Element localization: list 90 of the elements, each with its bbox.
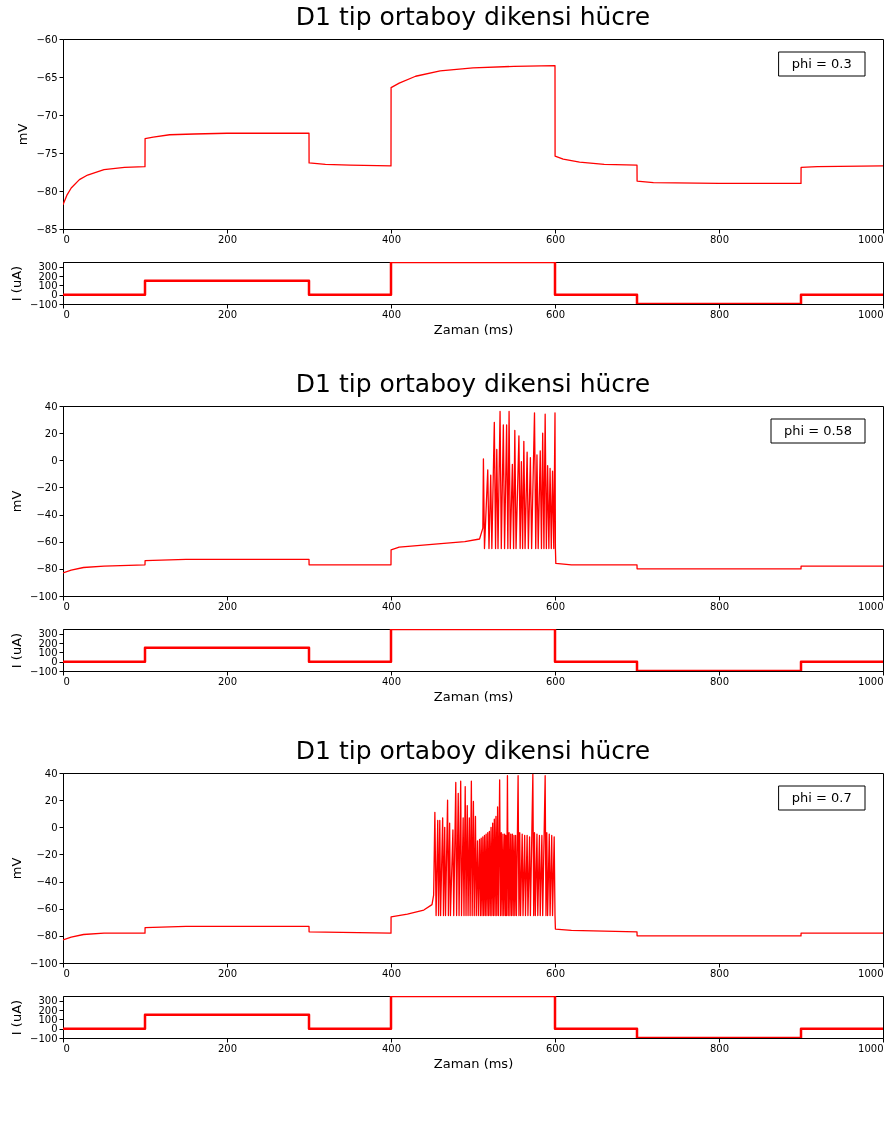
y-tick-label: −85: [36, 223, 58, 235]
x-tick-label: 0: [63, 967, 70, 979]
x-tick-label: 200: [217, 308, 238, 320]
annotation: phi = 0.7: [791, 790, 852, 805]
annotation: phi = 0.58: [783, 423, 853, 438]
x-tick-label: 1000: [858, 967, 884, 979]
y-tick-label: −65: [36, 71, 58, 83]
y-tick-label: 0: [51, 656, 58, 668]
y-tick-label: 20: [44, 794, 58, 806]
y-tick-label: 0: [51, 289, 58, 301]
chart-title: D1 tip ortaboy dikensi hücre: [295, 736, 651, 765]
y-tick-label: 0: [51, 1023, 58, 1035]
y-tick-label: 100: [38, 1013, 58, 1025]
line-series: [63, 773, 883, 941]
y-tick-label: −20: [36, 481, 58, 493]
y-tick-label: −40: [36, 509, 58, 521]
x-tick-label: 200: [217, 675, 238, 687]
y-tick-label: −80: [36, 185, 58, 197]
y-tick-label: −100: [30, 665, 58, 677]
x-axis-title: Zaman (ms): [433, 321, 514, 337]
x-tick-label: 0: [63, 308, 70, 320]
y-axis-title: I (uA): [9, 632, 25, 669]
x-tick-label: 600: [545, 675, 566, 687]
y-tick-label: −100: [30, 1032, 58, 1044]
y-tick-label: 0: [51, 821, 58, 833]
x-tick-label: 600: [545, 308, 566, 320]
x-tick-label: 600: [545, 233, 566, 245]
x-tick-label: 1000: [858, 1042, 884, 1054]
y-tick-label: 300: [38, 261, 58, 273]
y-axis-title: mV: [9, 857, 25, 880]
y-tick-label: 300: [38, 995, 58, 1007]
x-tick-label: 800: [709, 1042, 730, 1054]
y-tick-label: −80: [36, 563, 58, 575]
y-axis-title: mV: [9, 490, 25, 513]
x-tick-label: 400: [381, 675, 402, 687]
y-tick-label: 40: [44, 400, 58, 412]
x-tick-label: 600: [545, 1042, 566, 1054]
y-tick-label: 20: [44, 427, 58, 439]
y-axis-title: I (uA): [9, 265, 25, 302]
x-tick-label: 1000: [858, 675, 884, 687]
chart-title: D1 tip ortaboy dikensi hücre: [295, 2, 651, 31]
y-tick-label: −100: [30, 298, 58, 310]
y-tick-label: 0: [51, 454, 58, 466]
chart-title: D1 tip ortaboy dikensi hücre: [295, 369, 651, 398]
x-tick-label: 200: [217, 600, 238, 612]
x-tick-label: 800: [709, 967, 730, 979]
x-tick-label: 0: [63, 1042, 70, 1054]
y-tick-label: −20: [36, 848, 58, 860]
y-tick-label: 200: [38, 270, 58, 282]
x-tick-label: 200: [217, 233, 238, 245]
x-tick-label: 800: [709, 675, 730, 687]
line-series: [63, 410, 883, 574]
x-tick-label: 800: [709, 233, 730, 245]
x-tick-label: 200: [217, 1042, 238, 1054]
x-tick-label: 400: [381, 967, 402, 979]
x-tick-label: 600: [545, 600, 566, 612]
x-tick-label: 200: [217, 967, 238, 979]
x-tick-label: 800: [709, 600, 730, 612]
x-tick-label: 400: [381, 233, 402, 245]
y-tick-label: −60: [36, 536, 58, 548]
y-tick-label: −40: [36, 876, 58, 888]
y-tick-label: 100: [38, 279, 58, 291]
x-tick-label: 1000: [858, 600, 884, 612]
x-tick-label: 0: [63, 600, 70, 612]
x-axis-title: Zaman (ms): [433, 688, 514, 704]
y-tick-label: 300: [38, 628, 58, 640]
y-tick-label: 200: [38, 1004, 58, 1016]
y-tick-label: 200: [38, 637, 58, 649]
x-tick-label: 600: [545, 967, 566, 979]
x-tick-label: 0: [63, 233, 70, 245]
y-tick-label: −60: [36, 33, 58, 45]
x-tick-label: 1000: [858, 233, 884, 245]
y-tick-label: −100: [30, 590, 58, 602]
y-tick-label: 100: [38, 646, 58, 658]
y-tick-label: −70: [36, 109, 58, 121]
y-axis-title: mV: [15, 123, 31, 146]
y-tick-label: −80: [36, 930, 58, 942]
x-tick-label: 0: [63, 675, 70, 687]
x-tick-label: 400: [381, 308, 402, 320]
y-axis-title: I (uA): [9, 999, 25, 1036]
x-tick-label: 1000: [858, 308, 884, 320]
x-tick-label: 800: [709, 308, 730, 320]
y-tick-label: −75: [36, 147, 58, 159]
y-tick-label: 40: [44, 767, 58, 779]
annotation: phi = 0.3: [791, 56, 852, 71]
x-tick-label: 400: [381, 1042, 402, 1054]
y-tick-label: −100: [30, 957, 58, 969]
x-axis-title: Zaman (ms): [433, 1055, 514, 1071]
y-tick-label: −60: [36, 903, 58, 915]
x-tick-label: 400: [381, 600, 402, 612]
